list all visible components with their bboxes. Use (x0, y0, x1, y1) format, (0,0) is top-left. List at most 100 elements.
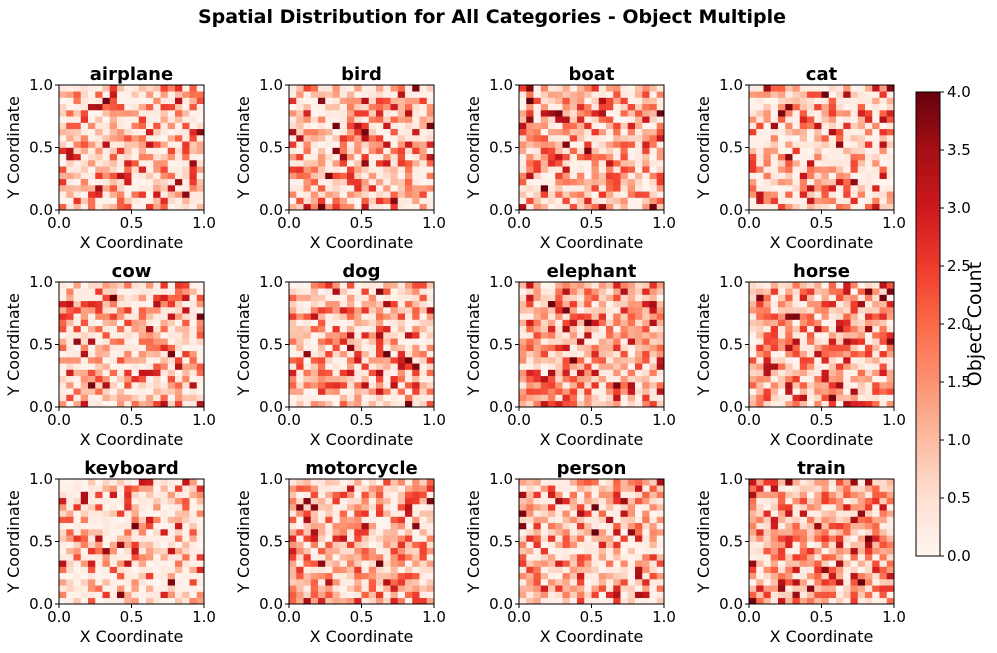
heatmap-cell (749, 97, 757, 105)
heatmap-cell (821, 203, 830, 211)
heatmap-cell (814, 160, 822, 167)
heatmap-cell (138, 185, 147, 192)
heatmap-cell (821, 535, 830, 542)
heatmap-cell (540, 294, 549, 302)
heatmap-cell (591, 510, 600, 517)
heatmap-cell (354, 388, 362, 395)
heatmap-cell (577, 491, 585, 499)
heatmap-cell (526, 307, 534, 314)
heatmap-cell (627, 85, 636, 92)
heatmap-cell (390, 135, 399, 142)
heatmap-cell (124, 313, 132, 320)
heatmap-cell (526, 394, 534, 402)
heatmap-cell (649, 282, 658, 289)
heatmap-cell (763, 110, 772, 117)
heatmap-cell (296, 191, 304, 198)
heatmap-cell (533, 369, 542, 377)
heatmap-cell (131, 382, 140, 389)
heatmap-cell (160, 338, 169, 345)
heatmap-cell (167, 516, 176, 524)
heatmap-cell (66, 585, 74, 592)
heatmap-cell (73, 313, 82, 320)
heatmap-cell (872, 191, 880, 198)
heatmap-cell (182, 91, 190, 98)
heatmap-cell (649, 554, 658, 561)
heatmap-cell (397, 332, 406, 339)
heatmap-cell (189, 479, 198, 486)
heatmap-cell (879, 350, 888, 358)
heatmap-cell (562, 282, 571, 289)
heatmap-cell (397, 103, 406, 111)
heatmap-cell (146, 344, 154, 352)
heatmap-cell (167, 572, 176, 580)
heatmap-cell (426, 485, 435, 492)
heatmap-cell (606, 166, 614, 173)
heatmap-cell (850, 197, 859, 205)
heatmap-cell (828, 350, 837, 358)
heatmap-cell (865, 344, 873, 352)
heatmap-cell (138, 197, 147, 205)
heatmap-cell (606, 97, 614, 105)
heatmap-cell (828, 479, 837, 486)
heatmap-cell (540, 579, 549, 586)
heatmap-cell (770, 116, 779, 123)
heatmap-cell (635, 338, 643, 345)
heatmap-cell (763, 382, 772, 389)
heatmap-cell (555, 535, 563, 542)
heatmap-cell (749, 504, 757, 511)
heatmap-cell (763, 357, 772, 364)
heatmap-cell (325, 547, 333, 555)
heatmap-cell (339, 135, 348, 142)
heatmap-cell (627, 197, 636, 205)
heatmap-cell (397, 91, 406, 98)
heatmap-cell (109, 357, 118, 364)
heatmap-cell (814, 85, 822, 92)
heatmap-cell (95, 597, 103, 605)
heatmap-cell (656, 485, 665, 492)
heatmap-cell (310, 485, 319, 492)
heatmap-cell (325, 282, 333, 289)
heatmap-cell (109, 178, 118, 186)
heatmap-cell (836, 122, 844, 130)
heatmap-cell (591, 332, 600, 339)
heatmap-cell (73, 579, 82, 586)
heatmap-cell (73, 332, 82, 339)
heatmap-cell (584, 325, 592, 333)
heatmap-cell (397, 350, 406, 358)
heatmap-cell (405, 535, 413, 542)
heatmap-cell (598, 591, 607, 599)
heatmap-cell (325, 203, 333, 211)
heatmap-cell (577, 529, 585, 536)
heatmap-cell (325, 363, 333, 370)
heatmap-cell (182, 585, 190, 592)
heatmap-cell (814, 344, 822, 352)
heatmap-cell (814, 504, 822, 511)
heatmap-cell (519, 110, 527, 117)
heatmap-cell (872, 128, 880, 136)
heatmap-cell (606, 491, 614, 499)
heatmap-cell (153, 338, 161, 345)
x-tick-label: 0.0 (277, 608, 301, 626)
heatmap-cell (66, 504, 74, 511)
heatmap-cell (289, 504, 297, 511)
heatmap-cell (131, 110, 140, 117)
heatmap-cell (138, 585, 147, 592)
heatmap-cell (332, 597, 341, 605)
heatmap-cell (555, 529, 563, 536)
heatmap-cell (778, 325, 786, 333)
heatmap-cell (325, 479, 333, 486)
heatmap-cell (124, 560, 132, 567)
heatmap-cell (540, 529, 549, 536)
heatmap-cell (865, 128, 873, 136)
heatmap-cell (843, 300, 851, 308)
heatmap-cell (814, 97, 822, 105)
heatmap-cell (886, 350, 895, 358)
heatmap-cell (785, 91, 793, 98)
heatmap-cell (426, 294, 435, 302)
heatmap-cell (73, 294, 82, 302)
heatmap-cell (189, 91, 198, 98)
heatmap-cell (598, 166, 607, 173)
heatmap-cell (160, 203, 169, 211)
heatmap-cell (182, 394, 190, 402)
